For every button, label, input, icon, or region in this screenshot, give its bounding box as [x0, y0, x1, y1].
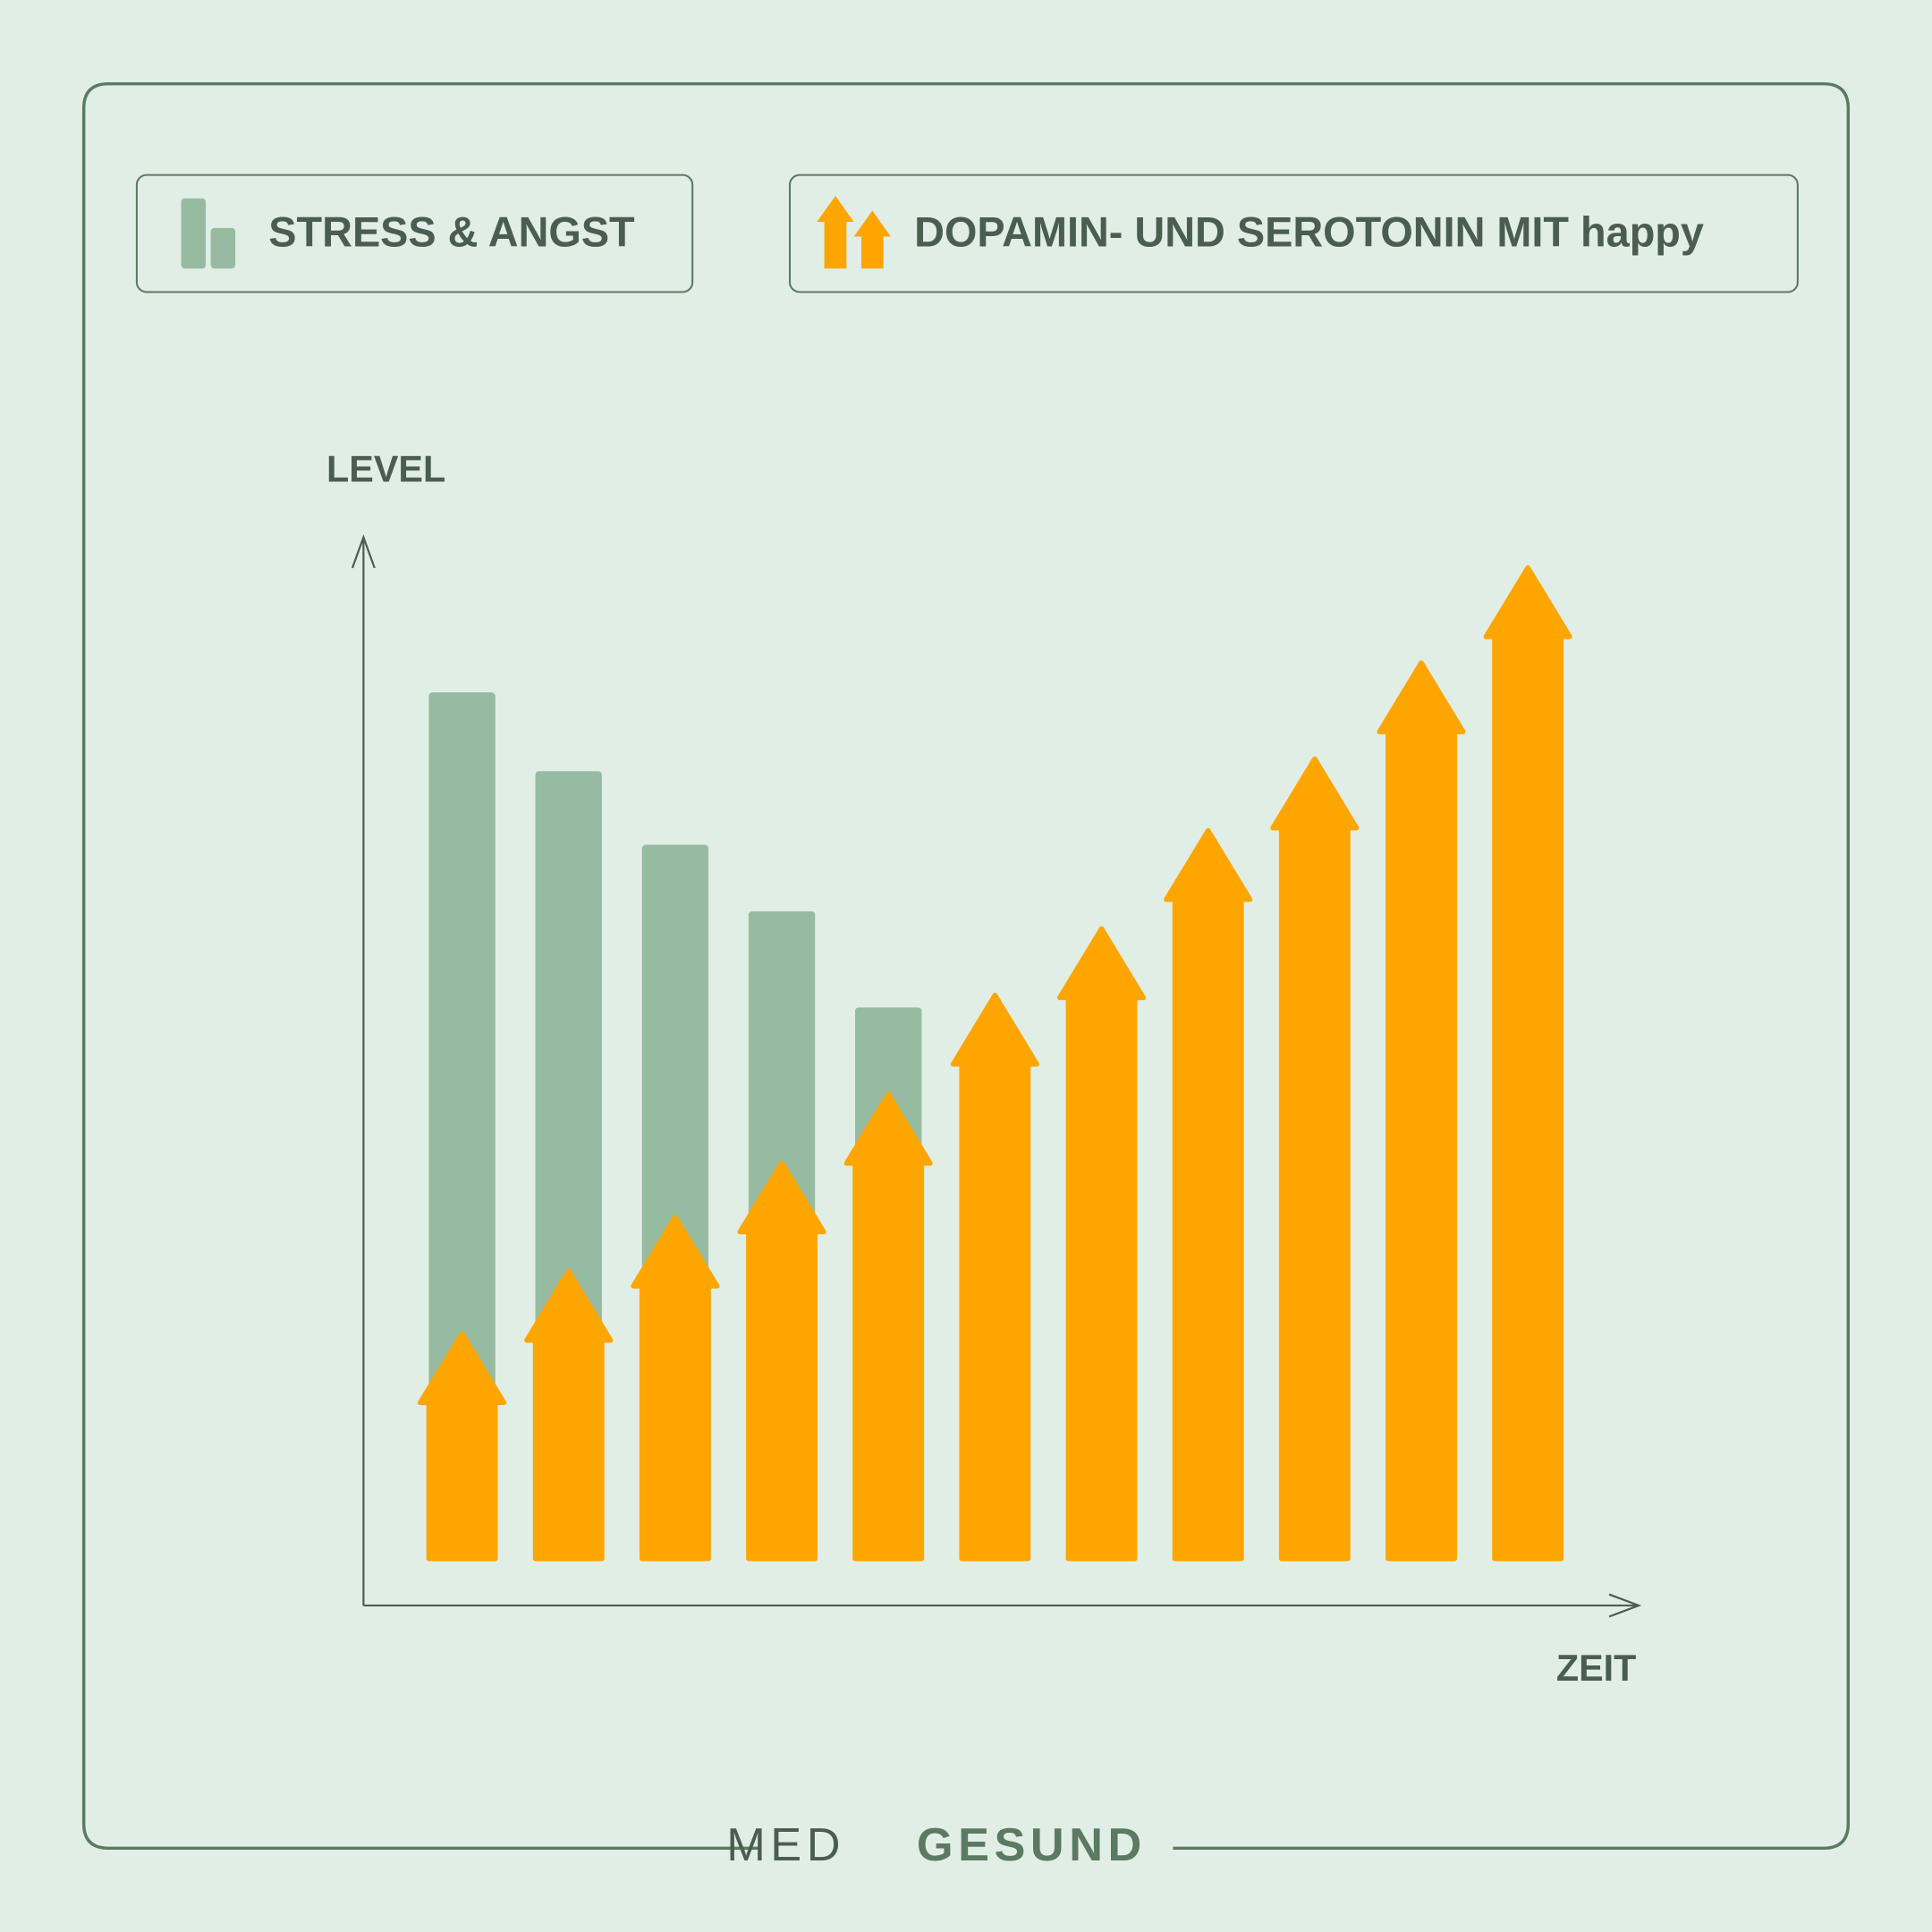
- frame: [81, 81, 1851, 1851]
- legend-icon: [210, 227, 236, 269]
- dopamine-arrow: [950, 992, 1039, 1562]
- axes: [351, 534, 1642, 1618]
- dopamine-arrow: [1377, 660, 1466, 1562]
- dopamine-arrow: [843, 1091, 933, 1562]
- legend-label: DOPAMIN- UND SEROTONIN MIT happy: [914, 208, 1704, 255]
- dopamine-arrow: [737, 1160, 826, 1562]
- dopamine-arrow: [631, 1214, 720, 1562]
- legend-icon: [853, 210, 891, 269]
- legend-icon: [181, 198, 207, 269]
- legend-box: [135, 174, 694, 293]
- stress-bar: [428, 692, 496, 1559]
- brand-light: MED: [726, 1819, 845, 1871]
- dopamine-arrow: [1270, 756, 1360, 1562]
- dopamine-arrow: [524, 1268, 614, 1562]
- dopamine-arrow: [1164, 827, 1253, 1562]
- dopamine-arrow: [417, 1331, 507, 1562]
- legend-box: [788, 174, 1799, 293]
- x-axis-label: ZEIT: [1556, 1648, 1637, 1689]
- dopamine-arrow: [1056, 926, 1147, 1562]
- brand-bold: GESUND: [917, 1819, 1147, 1871]
- legend-label: STRESS & ANGST: [268, 208, 635, 255]
- dopamine-arrow: [1483, 564, 1572, 1562]
- legend-icon: [817, 196, 854, 269]
- y-axis-label: LEVEL: [326, 449, 445, 490]
